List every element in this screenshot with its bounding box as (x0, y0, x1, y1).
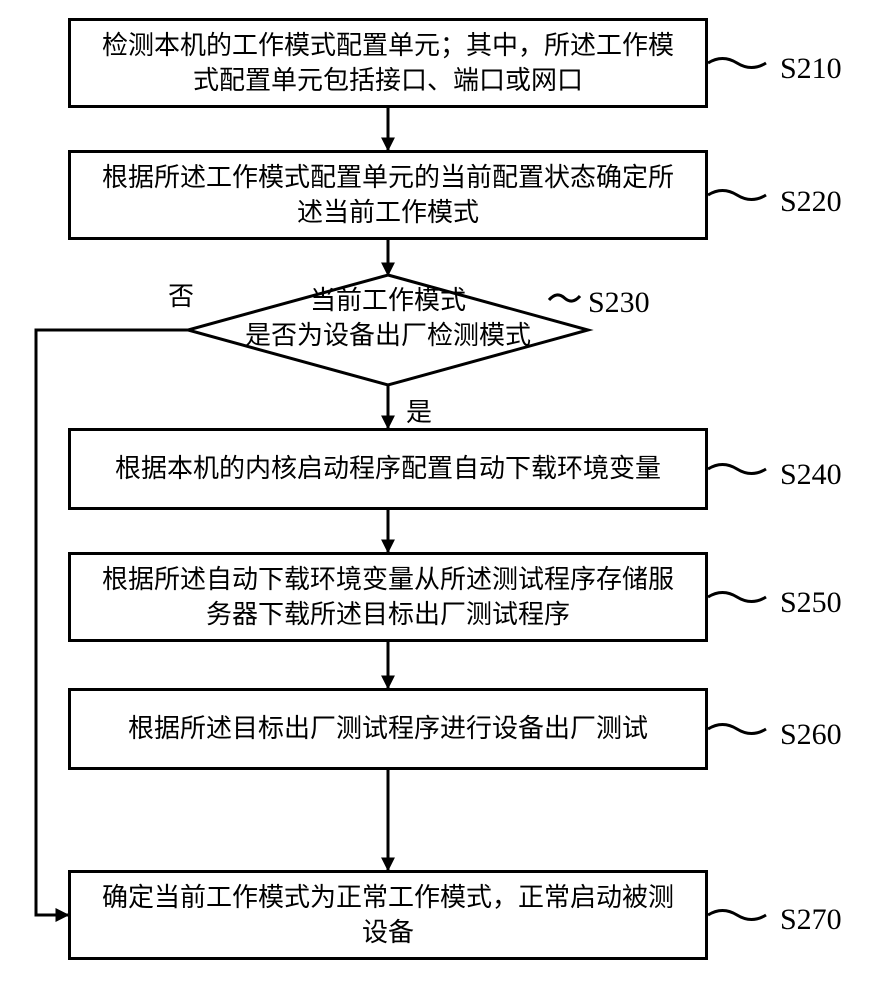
step-label-connector (708, 593, 766, 602)
flow-step-text: 确定当前工作模式为正常工作模式，正常启动被测 设备 (102, 880, 674, 950)
flow-step-s270: 确定当前工作模式为正常工作模式，正常启动被测 设备 (68, 870, 708, 960)
step-label-s230: S230 (588, 286, 650, 320)
flow-step-s260: 根据所述目标出厂测试程序进行设备出厂测试 (68, 688, 708, 770)
flowchart-canvas: 检测本机的工作模式配置单元；其中，所述工作模 式配置单元包括接口、端口或网口根据… (0, 0, 891, 1000)
step-label-connector (708, 191, 766, 200)
flow-step-s220: 根据所述工作模式配置单元的当前配置状态确定所 述当前工作模式 (68, 150, 708, 240)
step-label-connector (708, 465, 766, 474)
edge-label: 是 (406, 392, 432, 429)
flow-step-text: 根据所述自动下载环境变量从所述测试程序存储服 务器下载所述目标出厂测试程序 (102, 562, 674, 632)
step-label-s260: S260 (780, 718, 842, 752)
step-label-s240: S240 (780, 458, 842, 492)
flow-step-text: 根据所述目标出厂测试程序进行设备出厂测试 (128, 711, 648, 746)
flow-step-s210: 检测本机的工作模式配置单元；其中，所述工作模 式配置单元包括接口、端口或网口 (68, 18, 708, 108)
flow-decision-text: 当前工作模式 是否为设备出厂检测模式 (188, 283, 588, 353)
edge-label: 否 (168, 276, 194, 313)
step-label-s220: S220 (780, 185, 842, 219)
flow-step-text: 根据本机的内核启动程序配置自动下载环境变量 (115, 451, 661, 486)
flow-step-text: 根据所述工作模式配置单元的当前配置状态确定所 述当前工作模式 (102, 160, 674, 230)
step-label-connector (708, 911, 766, 920)
flow-step-s240: 根据本机的内核启动程序配置自动下载环境变量 (68, 428, 708, 510)
flow-step-text: 检测本机的工作模式配置单元；其中，所述工作模 式配置单元包括接口、端口或网口 (102, 28, 674, 98)
step-label-s210: S210 (780, 52, 842, 86)
step-label-connector (708, 59, 766, 68)
step-label-connector (708, 725, 766, 734)
step-label-s270: S270 (780, 903, 842, 937)
step-label-s250: S250 (780, 586, 842, 620)
flow-step-s250: 根据所述自动下载环境变量从所述测试程序存储服 务器下载所述目标出厂测试程序 (68, 552, 708, 642)
